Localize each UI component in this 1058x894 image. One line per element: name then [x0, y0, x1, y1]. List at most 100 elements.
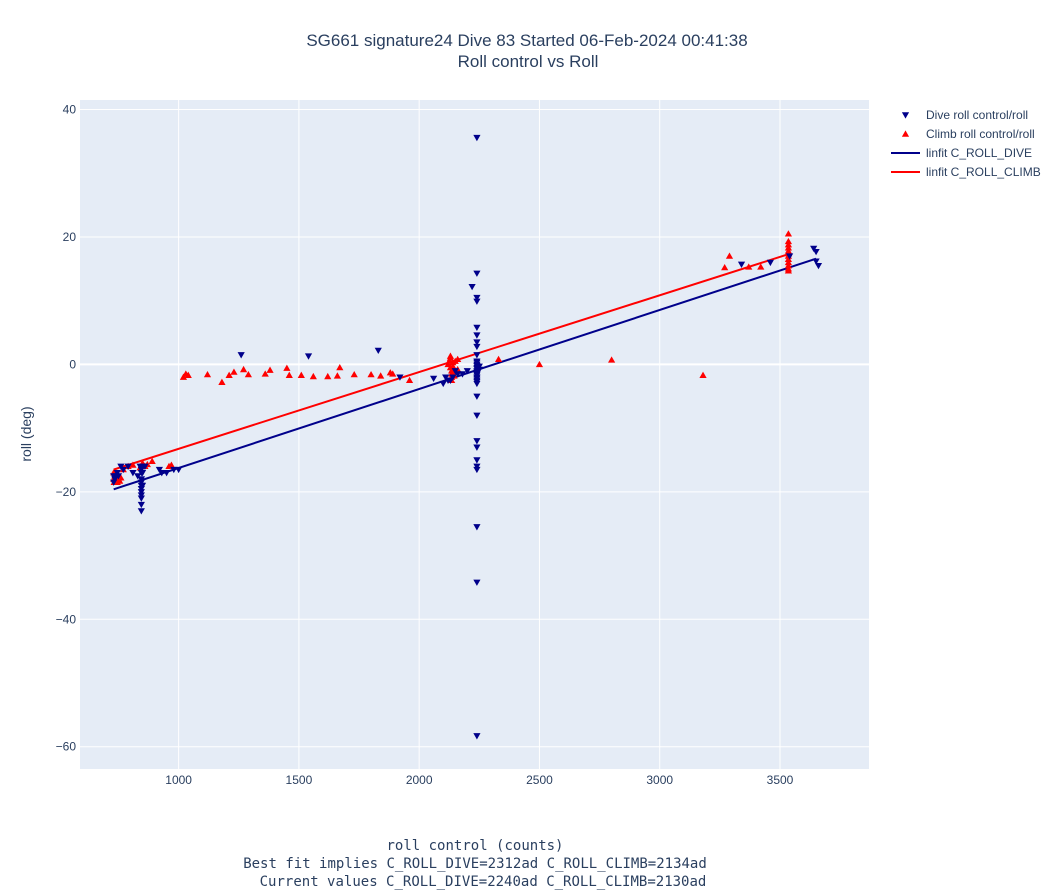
- dive-point: [138, 470, 147, 477]
- dive-point: [117, 463, 125, 470]
- dive-point: [473, 298, 481, 305]
- dive-point: [138, 482, 147, 490]
- climb-point: [184, 371, 192, 378]
- x-tick-label: 3500: [767, 773, 794, 787]
- climb-point: [179, 373, 188, 380]
- dive-point: [473, 372, 481, 379]
- climb-point: [784, 258, 793, 266]
- dive-point: [137, 501, 145, 509]
- legend-label: Climb roll control/roll: [926, 127, 1035, 141]
- dive-point: [786, 253, 794, 260]
- climb-point: [203, 371, 212, 378]
- dive-point: [134, 473, 142, 480]
- dive-point: [137, 508, 145, 515]
- legend-label: linfit C_ROLL_CLIMB: [926, 165, 1041, 179]
- dive-point: [473, 524, 481, 531]
- climb-point: [449, 362, 457, 370]
- x-tick-label: 2000: [406, 773, 433, 787]
- dive-point: [473, 733, 481, 740]
- climb-point: [725, 252, 734, 259]
- chart-subtitle: Roll control vs Roll: [458, 52, 599, 71]
- climb-point: [350, 371, 358, 378]
- dive-point: [458, 371, 467, 378]
- y-tick-label: 40: [63, 103, 77, 117]
- dive-point: [810, 245, 818, 253]
- dive-point: [473, 378, 481, 386]
- climb-point: [745, 263, 753, 270]
- dive-point: [129, 470, 137, 477]
- climb-point: [535, 360, 544, 368]
- dive-point: [475, 363, 483, 370]
- dive-point: [439, 380, 447, 388]
- dive-point: [114, 473, 123, 480]
- x-tick-label: 1000: [165, 773, 192, 787]
- dive-point: [473, 332, 481, 339]
- dive-point: [124, 463, 132, 470]
- dive-point: [442, 374, 450, 381]
- legend[interactable]: Dive roll control/roll Climb roll control…: [891, 108, 1041, 179]
- x-tick-label: 2500: [526, 773, 553, 787]
- y-tick-label: −60: [56, 740, 77, 754]
- dive-point: [175, 466, 183, 474]
- climb-point: [230, 368, 238, 375]
- dive-point: [473, 134, 481, 142]
- dive-point: [473, 466, 481, 474]
- legend-marker-swatch: [901, 130, 910, 137]
- series-dive-roll-control-roll: [110, 134, 823, 740]
- dive-point: [137, 476, 145, 483]
- dive-point: [170, 466, 178, 474]
- best-fit-note: Best fit implies C_ROLL_DIVE=2312ad C_RO…: [243, 856, 707, 872]
- legend-item[interactable]: linfit C_ROLL_CLIMB: [891, 165, 1041, 179]
- climb-point: [784, 244, 793, 251]
- dive-point: [137, 489, 145, 496]
- dive-point: [473, 579, 481, 586]
- climb-point: [784, 255, 793, 262]
- climb-point: [218, 378, 226, 385]
- legend-label: linfit C_ROLL_DIVE: [926, 146, 1032, 160]
- legend-marker-swatch: [901, 112, 910, 119]
- climb-point: [266, 366, 274, 373]
- dive-point: [473, 343, 481, 351]
- climb-point: [148, 457, 156, 464]
- climb-point: [446, 352, 455, 359]
- dive-point: [473, 457, 481, 464]
- y-tick-label: −20: [56, 485, 77, 499]
- climb-point: [283, 364, 291, 371]
- dive-point: [137, 492, 145, 499]
- x-tick-label: 3000: [646, 773, 673, 787]
- climb-point: [784, 241, 793, 248]
- climb-point: [699, 371, 707, 378]
- climb-point: [244, 371, 252, 378]
- legend-item[interactable]: Climb roll control/roll: [901, 127, 1035, 141]
- legend-item[interactable]: Dive roll control/roll: [901, 108, 1028, 122]
- dive-point: [473, 324, 481, 332]
- climb-point: [129, 461, 137, 468]
- dive-point: [468, 283, 476, 291]
- dive-point: [737, 261, 746, 268]
- x-axis-title: roll control (counts): [386, 838, 563, 854]
- dive-point: [155, 466, 163, 474]
- data-series: [110, 134, 823, 740]
- dive-point: [812, 258, 820, 265]
- climb-point: [389, 370, 397, 377]
- climb-point: [117, 474, 125, 481]
- climb-point: [309, 372, 317, 380]
- climb-point: [377, 372, 385, 379]
- dive-point: [454, 371, 462, 378]
- grid: [80, 100, 869, 769]
- dive-point: [473, 352, 481, 359]
- dive-point: [463, 368, 471, 375]
- dive-point: [137, 495, 145, 502]
- dive-point: [812, 248, 820, 256]
- dive-point: [304, 353, 313, 360]
- y-axis-title: roll (deg): [18, 406, 34, 461]
- climb-point: [336, 364, 344, 371]
- climb-point: [116, 477, 124, 484]
- dive-point: [766, 259, 774, 267]
- dive-point: [449, 374, 457, 381]
- climb-point: [784, 230, 793, 237]
- dive-point: [451, 368, 459, 375]
- climb-point: [261, 370, 269, 377]
- legend-item[interactable]: linfit C_ROLL_DIVE: [891, 146, 1032, 160]
